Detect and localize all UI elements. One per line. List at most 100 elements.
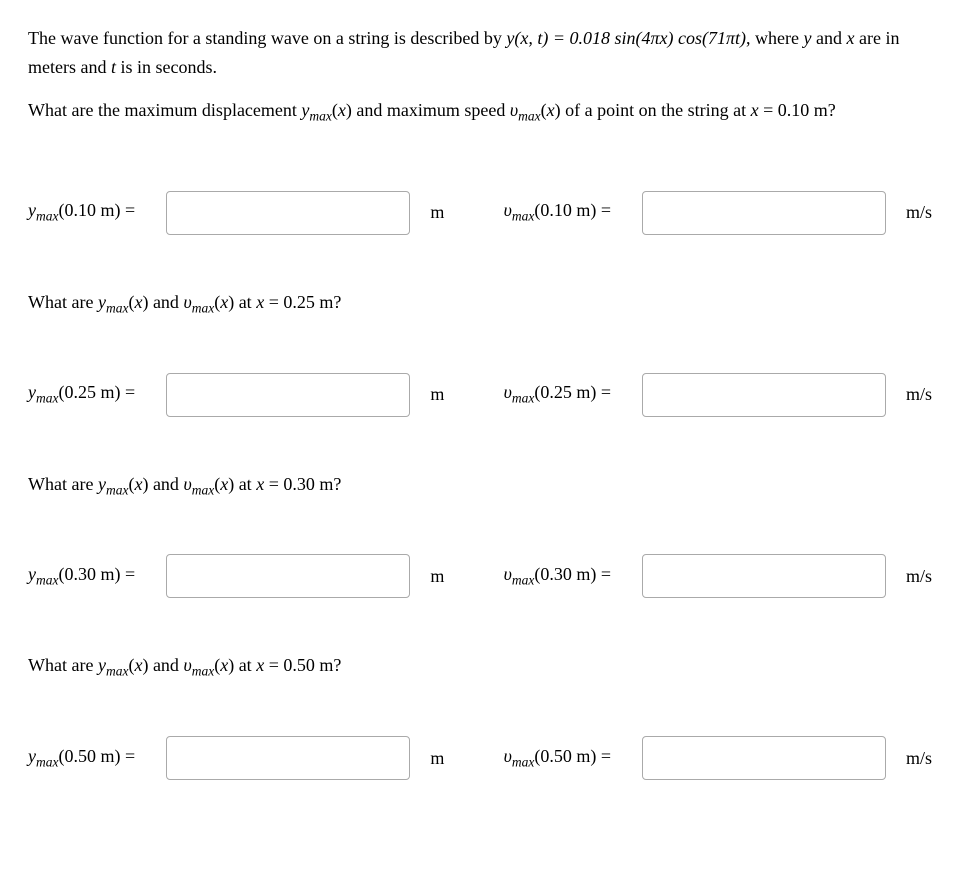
y-pre: y [98,292,106,312]
vmax-label-030: υmax(0.30 m) = [504,564,624,589]
v-pre: υ [504,746,512,766]
text: ) and [142,474,183,494]
y-sub: max [106,664,129,679]
text: = 0.30 m? [264,474,341,494]
var-x: x [220,474,228,494]
text: = 0.10 m? [759,100,836,120]
text: ) and [142,292,183,312]
vmax-label-050: υmax(0.50 m) = [504,746,624,771]
answer-row-010: ymax(0.10 m) = m υmax(0.10 m) = m/s [28,191,940,235]
vmax-pre: υ [510,100,518,120]
ymax-input-010[interactable] [166,191,410,235]
ymax: ymax [98,292,129,312]
y-arg: (0.25 m) = [59,382,136,402]
text: = 0.25 m? [264,292,341,312]
ymax-input-050[interactable] [166,736,410,780]
y-sub: max [36,755,59,770]
vmax-input-010[interactable] [642,191,886,235]
unit-m: m [430,202,464,223]
v-pre: υ [504,564,512,584]
var-x: x [338,100,346,120]
problem-statement: The wave function for a standing wave on… [28,24,940,127]
ymax-label-010: ymax(0.10 m) = [28,200,148,225]
y-sub: max [36,573,59,588]
v-pre: υ [183,292,191,312]
text: What are the maximum displacement [28,100,301,120]
y-arg: (0.10 m) = [59,200,136,220]
vmax-sub: max [518,108,541,123]
y-sub: max [36,391,59,406]
vmax-label-010: υmax(0.10 m) = [504,200,624,225]
vmax-input-030[interactable] [642,554,886,598]
equation: y(x, t) = 0.018 sin(4πx) cos(71πt) [506,28,746,48]
answer-row-050: ymax(0.50 m) = m υmax(0.50 m) = m/s [28,736,940,780]
var-x: x [220,655,228,675]
v-arg: (0.10 m) = [534,200,611,220]
y-pre: y [28,564,36,584]
ymax-label-050: ymax(0.50 m) = [28,746,148,771]
v-pre: υ [504,382,512,402]
intro-paragraph-1: The wave function for a standing wave on… [28,24,940,82]
text: , where [746,28,803,48]
var-x: x [256,655,264,675]
text: ) at [228,655,256,675]
ymax-input-025[interactable] [166,373,410,417]
y-arg: (0.50 m) = [59,746,136,766]
v-sub: max [512,755,535,770]
vmax: υmax [183,474,214,494]
ymax: ymax [98,655,129,675]
y-pre: y [28,382,36,402]
eqn-text: y(x, t) = 0.018 sin(4πx) cos(71πt) [506,28,746,48]
v-arg: (0.50 m) = [534,746,611,766]
ymax-input-030[interactable] [166,554,410,598]
y-pre: y [98,474,106,494]
unit-m: m [430,566,464,587]
vmax: υmax [183,292,214,312]
text: What are [28,474,98,494]
v-arg: (0.25 m) = [534,382,611,402]
var-x: x [256,474,264,494]
vmax-input-050[interactable] [642,736,886,780]
vmax-input-025[interactable] [642,373,886,417]
v-sub: max [512,573,535,588]
vmax-label-025: υmax(0.25 m) = [504,382,624,407]
text: ) and [142,655,183,675]
ymax-label-030: ymax(0.30 m) = [28,564,148,589]
sub-question-050: What are ymax(x) and υmax(x) at x = 0.50… [28,652,940,682]
sub-question-030: What are ymax(x) and υmax(x) at x = 0.30… [28,471,940,501]
y-pre: y [28,200,36,220]
text: is in seconds. [116,57,217,77]
var-x: x [751,100,759,120]
unit-m: m [430,384,464,405]
y-sub: max [106,482,129,497]
text: ) and maximum speed [346,100,510,120]
ymax: ymax [98,474,129,494]
text: ) at [228,292,256,312]
v-pre: υ [183,474,191,494]
y-sub: max [36,209,59,224]
text: = 0.50 m? [264,655,341,675]
unit-m: m [430,748,464,769]
y-pre: y [98,655,106,675]
ymax-sub: max [309,108,332,123]
vmax: υmax [510,100,541,120]
v-sub: max [512,391,535,406]
v-sub: max [192,482,215,497]
v-pre: υ [504,200,512,220]
text: ) at [228,474,256,494]
v-arg: (0.30 m) = [534,564,611,584]
var-x: x [256,292,264,312]
y-arg: (0.30 m) = [59,564,136,584]
text: The wave function for a standing wave on… [28,28,506,48]
v-sub: max [512,209,535,224]
var-x: x [220,292,228,312]
unit-ms: m/s [906,748,940,769]
ymax: ymax [301,100,332,120]
text: What are [28,655,98,675]
v-sub: max [192,664,215,679]
text: What are [28,292,98,312]
unit-ms: m/s [906,202,940,223]
text: and [811,28,846,48]
sub-question-025: What are ymax(x) and υmax(x) at x = 0.25… [28,289,940,319]
y-sub: max [106,300,129,315]
